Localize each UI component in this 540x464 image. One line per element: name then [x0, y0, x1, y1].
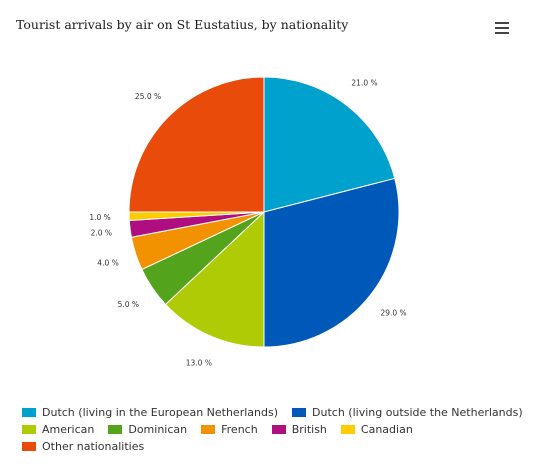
legend-label: Dutch (living in the European Netherland…: [42, 406, 279, 419]
legend-label: Dutch (living outside the Netherlands): [312, 406, 523, 419]
legend-swatch: [22, 408, 36, 417]
legend-label: Canadian: [360, 423, 413, 436]
chart-legend: Dutch (living in the European Netherland…: [22, 404, 523, 455]
data-label: 25.0 %: [135, 92, 161, 101]
legend-item-canadian[interactable]: Canadian: [340, 423, 413, 436]
data-label: 2.0 %: [91, 229, 112, 238]
legend-swatch: [271, 425, 286, 434]
legend-item-other[interactable]: Other nationalities: [22, 440, 144, 453]
hamburger-menu-icon[interactable]: [495, 22, 509, 35]
pie-slice[interactable]: [164, 210, 265, 348]
legend-label: Dominican: [128, 423, 188, 436]
legend-item-dutch-outside-nl[interactable]: Dutch (living outside the Netherlands): [292, 406, 523, 419]
legend-swatch: [340, 425, 355, 434]
legend-swatch: [201, 425, 216, 434]
legend-swatch: [22, 425, 36, 434]
legend-label: American: [42, 423, 95, 436]
legend-swatch: [108, 425, 123, 434]
legend-row: Dutch (living in the European Netherland…: [22, 404, 523, 421]
data-label: 13.0 %: [186, 359, 212, 368]
data-label: 21.0 %: [351, 78, 377, 87]
pie-slice[interactable]: [263, 76, 396, 213]
legend-label: French: [221, 423, 258, 436]
legend-label: British: [291, 423, 327, 436]
data-label: 1.0 %: [89, 213, 110, 222]
data-label: 5.0 %: [118, 300, 139, 309]
legend-item-dutch-european-nl[interactable]: Dutch (living in the European Netherland…: [22, 406, 278, 419]
menu-icon-bar: [495, 27, 509, 29]
data-label: 4.0 %: [97, 259, 118, 268]
legend-item-british[interactable]: British: [271, 423, 327, 436]
legend-row: American Dominican French British Canadi…: [22, 421, 522, 438]
legend-item-american[interactable]: American: [22, 423, 94, 436]
legend-item-french[interactable]: French: [201, 423, 258, 436]
legend-swatch: [292, 408, 307, 417]
legend-label: Other nationalities: [42, 440, 145, 453]
pie-slice[interactable]: [263, 177, 400, 348]
chart-title: Tourist arrivals by air on St Eustatius,…: [16, 17, 349, 32]
legend-item-dominican[interactable]: Dominican: [108, 423, 187, 436]
menu-icon-bar: [495, 22, 509, 24]
menu-icon-bar: [495, 32, 509, 34]
data-label: 29.0 %: [380, 309, 406, 318]
pie-chart: 21.0 % 29.0 % 13.0 % 5.0 % 4.0 % 2.0 % 1.0 % 25…: [89, 76, 407, 368]
pie-slice[interactable]: [128, 76, 265, 213]
legend-swatch: [22, 442, 36, 451]
legend-row: Other nationalities: [22, 438, 522, 455]
